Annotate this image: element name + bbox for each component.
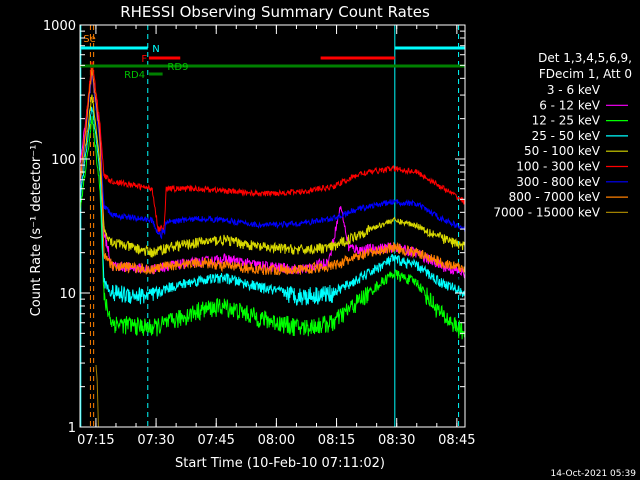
series-line <box>80 106 465 306</box>
legend-header-line-2: FDecim 1, Att 0 <box>539 67 632 81</box>
y-tick-label: 1000 <box>43 19 76 34</box>
legend-entry-label: 300 - 800 keV <box>516 175 600 189</box>
chart-title: RHESSI Observing Summary Count Rates <box>120 3 430 21</box>
series-line <box>80 94 465 258</box>
legend-entry-label: 7000 - 15000 keV <box>493 205 600 219</box>
legend-entry-label: 3 - 6 keV <box>547 83 601 97</box>
legend: Det 1,3,4,5,6,9, FDecim 1, Att 0 3 - 6 k… <box>493 51 632 219</box>
x-tick-label: 08:15 <box>318 433 355 448</box>
legend-header-line-1: Det 1,3,4,5,6,9, <box>538 51 632 65</box>
legend-entry-label: 800 - 7000 keV <box>509 190 601 204</box>
x-tick-label: 07:30 <box>137 433 174 448</box>
x-tick-label: 07:15 <box>77 433 114 448</box>
status-bar-label: RD9 <box>167 62 188 73</box>
legend-entry-label: 100 - 300 keV <box>516 160 600 174</box>
series-line <box>95 364 99 427</box>
y-tick-label: 100 <box>51 153 76 168</box>
footer-timestamp: 14-Oct-2021 05:39 <box>551 469 637 479</box>
series-line <box>80 68 465 276</box>
series-line <box>80 61 465 235</box>
x-axis-label: Start Time (10-Feb-10 07:11:02) <box>175 456 385 471</box>
series-line <box>80 116 465 340</box>
plot-frame <box>79 24 466 428</box>
y-tick-label: 1 <box>68 421 76 436</box>
corner-mark-label: e <box>90 34 96 45</box>
status-bar-label: F <box>141 54 147 65</box>
series-line <box>80 75 465 294</box>
corner-mark-label: S <box>83 34 89 45</box>
x-tick-label: 08:45 <box>438 433 475 448</box>
legend-entry-label: 25 - 50 keV <box>532 129 601 143</box>
legend-entry-label: 6 - 12 keV <box>539 98 601 112</box>
legend-entry-label: 12 - 25 keV <box>532 114 601 128</box>
y-tick-label: 10 <box>59 287 76 302</box>
x-tick-label: 08:00 <box>258 433 295 448</box>
plot-area: NF RD9 RD4 S e 07:15 07:30 07:45 08:00 08:15 08:30… <box>43 19 476 448</box>
x-tick-label: 07:45 <box>197 433 234 448</box>
x-tick-label: 08:30 <box>378 433 415 448</box>
legend-entry-label: 50 - 100 keV <box>524 144 601 158</box>
status-bar-label: RD4 <box>124 70 145 81</box>
status-bar-label: N <box>152 44 159 55</box>
series-line <box>80 71 465 240</box>
y-axis-label: Count Rate (s⁻¹ detector⁻¹) <box>29 140 44 317</box>
series-group <box>80 25 465 427</box>
